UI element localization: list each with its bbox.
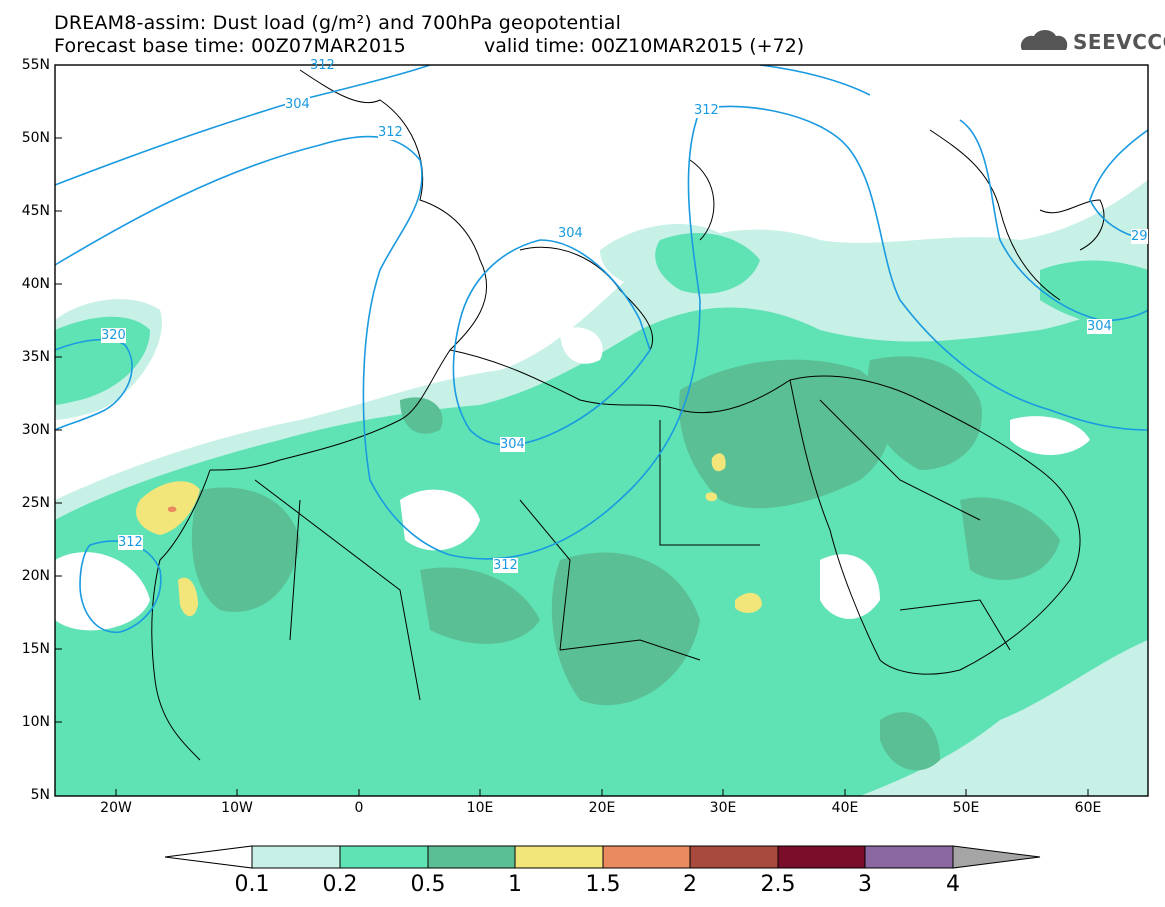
lon-label: 60E bbox=[1074, 800, 1102, 816]
colorbar-label: 4 bbox=[946, 872, 960, 897]
colorbar bbox=[164, 845, 1041, 869]
lon-label: 10E bbox=[466, 800, 494, 816]
contour-29-east bbox=[1089, 129, 1148, 241]
colorbar-label: 0.2 bbox=[322, 872, 358, 897]
contour-320 bbox=[55, 338, 133, 431]
lat-label: 20N bbox=[21, 568, 50, 584]
title-valid-time: valid time: 00Z10MAR2015 (+72) bbox=[484, 35, 805, 57]
lat-label: 25N bbox=[21, 495, 50, 511]
lat-label: 45N bbox=[21, 203, 50, 219]
lat-label: 30N bbox=[21, 422, 50, 438]
contour-label: 312 bbox=[118, 535, 143, 550]
title-line-1: DREAM8-assim: Dust load (g/m²) and 700hP… bbox=[54, 12, 622, 34]
dust-level-1 bbox=[136, 453, 762, 617]
axis-ticks bbox=[55, 137, 1089, 796]
contour-label: 312 bbox=[378, 125, 403, 140]
contour-label: 312 bbox=[493, 558, 518, 573]
lat-label: 55N bbox=[21, 57, 50, 73]
contour-label: 320 bbox=[101, 328, 126, 343]
lat-label: 50N bbox=[21, 130, 50, 146]
lat-label: 5N bbox=[30, 787, 50, 803]
lon-label: 40E bbox=[831, 800, 859, 816]
dust-level-1.5 bbox=[167, 506, 177, 512]
lon-label: 10W bbox=[221, 800, 253, 816]
contour-label: 312 bbox=[694, 103, 719, 118]
lat-label: 35N bbox=[21, 349, 50, 365]
contour-304-center bbox=[452, 239, 651, 446]
lat-label: 15N bbox=[21, 641, 50, 657]
dust-level-0.5 bbox=[191, 356, 1060, 771]
colorbar-label: 3 bbox=[858, 872, 872, 897]
colorbar-label: 1.5 bbox=[585, 872, 621, 897]
contour-label: 304 bbox=[1087, 319, 1112, 334]
contour-312-west bbox=[79, 540, 162, 633]
lat-label: 40N bbox=[21, 276, 50, 292]
lat-label: 10N bbox=[21, 714, 50, 730]
lon-label: 30E bbox=[709, 800, 737, 816]
dust-clear-areas bbox=[55, 327, 1090, 631]
lon-label: 20W bbox=[100, 800, 132, 816]
lon-label: 20E bbox=[588, 800, 616, 816]
contour-label: 304 bbox=[558, 226, 583, 241]
contour-312-north bbox=[55, 105, 1148, 560]
colorbar-label: 0.1 bbox=[234, 872, 270, 897]
lon-label: 0 bbox=[354, 800, 364, 816]
geopotential-contours bbox=[55, 65, 1148, 633]
contour-label: 304 bbox=[285, 97, 310, 112]
coastlines-borders bbox=[151, 69, 1105, 761]
contour-304-east bbox=[959, 119, 1148, 322]
colorbar-label: 2.5 bbox=[760, 872, 796, 897]
contour-label: 304 bbox=[500, 437, 525, 452]
logo-text: SEEVCCC bbox=[1073, 30, 1165, 54]
seevccc-logo-icon bbox=[1020, 30, 1068, 50]
colorbar-label: 1 bbox=[508, 872, 522, 897]
contour-label: 312 bbox=[310, 58, 335, 73]
lon-label: 50E bbox=[952, 800, 980, 816]
contour-304-north bbox=[55, 65, 431, 186]
title-line-2: Forecast base time: 00Z07MAR2015 bbox=[54, 35, 406, 57]
contour-label: 29 bbox=[1131, 229, 1148, 244]
colorbar-label: 2 bbox=[683, 872, 697, 897]
colorbar-label: 0.5 bbox=[410, 872, 446, 897]
